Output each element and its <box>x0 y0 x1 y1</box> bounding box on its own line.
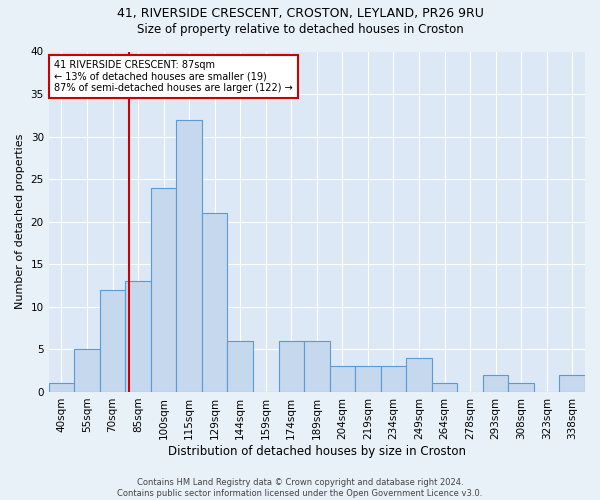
Bar <box>559 375 585 392</box>
Y-axis label: Number of detached properties: Number of detached properties <box>15 134 25 310</box>
Text: Size of property relative to detached houses in Croston: Size of property relative to detached ho… <box>137 22 463 36</box>
Bar <box>49 384 74 392</box>
Text: 41 RIVERSIDE CRESCENT: 87sqm
← 13% of detached houses are smaller (19)
87% of se: 41 RIVERSIDE CRESCENT: 87sqm ← 13% of de… <box>54 60 293 93</box>
Bar <box>176 120 202 392</box>
Bar <box>406 358 432 392</box>
Bar <box>151 188 176 392</box>
Text: Contains HM Land Registry data © Crown copyright and database right 2024.
Contai: Contains HM Land Registry data © Crown c… <box>118 478 482 498</box>
Bar <box>329 366 355 392</box>
Bar <box>100 290 125 392</box>
Bar <box>227 341 253 392</box>
Bar <box>304 341 329 392</box>
X-axis label: Distribution of detached houses by size in Croston: Distribution of detached houses by size … <box>168 444 466 458</box>
Bar <box>355 366 380 392</box>
Bar <box>432 384 457 392</box>
Bar <box>278 341 304 392</box>
Bar <box>74 350 100 392</box>
Bar <box>125 282 151 392</box>
Bar <box>508 384 534 392</box>
Bar <box>483 375 508 392</box>
Bar <box>380 366 406 392</box>
Text: 41, RIVERSIDE CRESCENT, CROSTON, LEYLAND, PR26 9RU: 41, RIVERSIDE CRESCENT, CROSTON, LEYLAND… <box>116 8 484 20</box>
Bar <box>202 213 227 392</box>
